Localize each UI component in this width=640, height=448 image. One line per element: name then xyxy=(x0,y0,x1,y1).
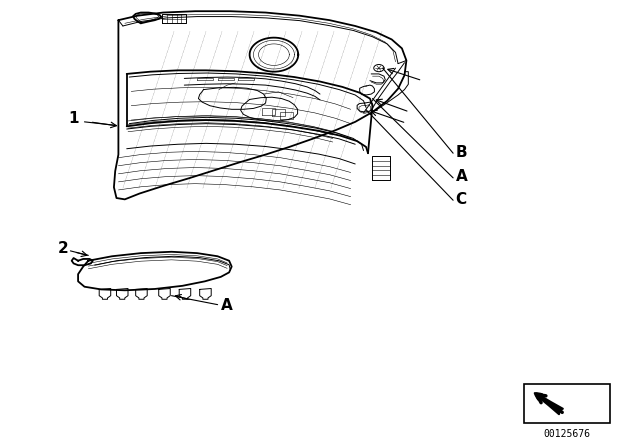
Text: 1: 1 xyxy=(68,111,79,126)
Text: 2: 2 xyxy=(58,241,68,256)
Text: C: C xyxy=(456,192,467,207)
FancyBboxPatch shape xyxy=(524,384,610,423)
Text: A: A xyxy=(221,298,232,313)
Text: B: B xyxy=(456,145,467,160)
Text: 00125676: 00125676 xyxy=(543,429,590,439)
Text: A: A xyxy=(456,169,467,185)
